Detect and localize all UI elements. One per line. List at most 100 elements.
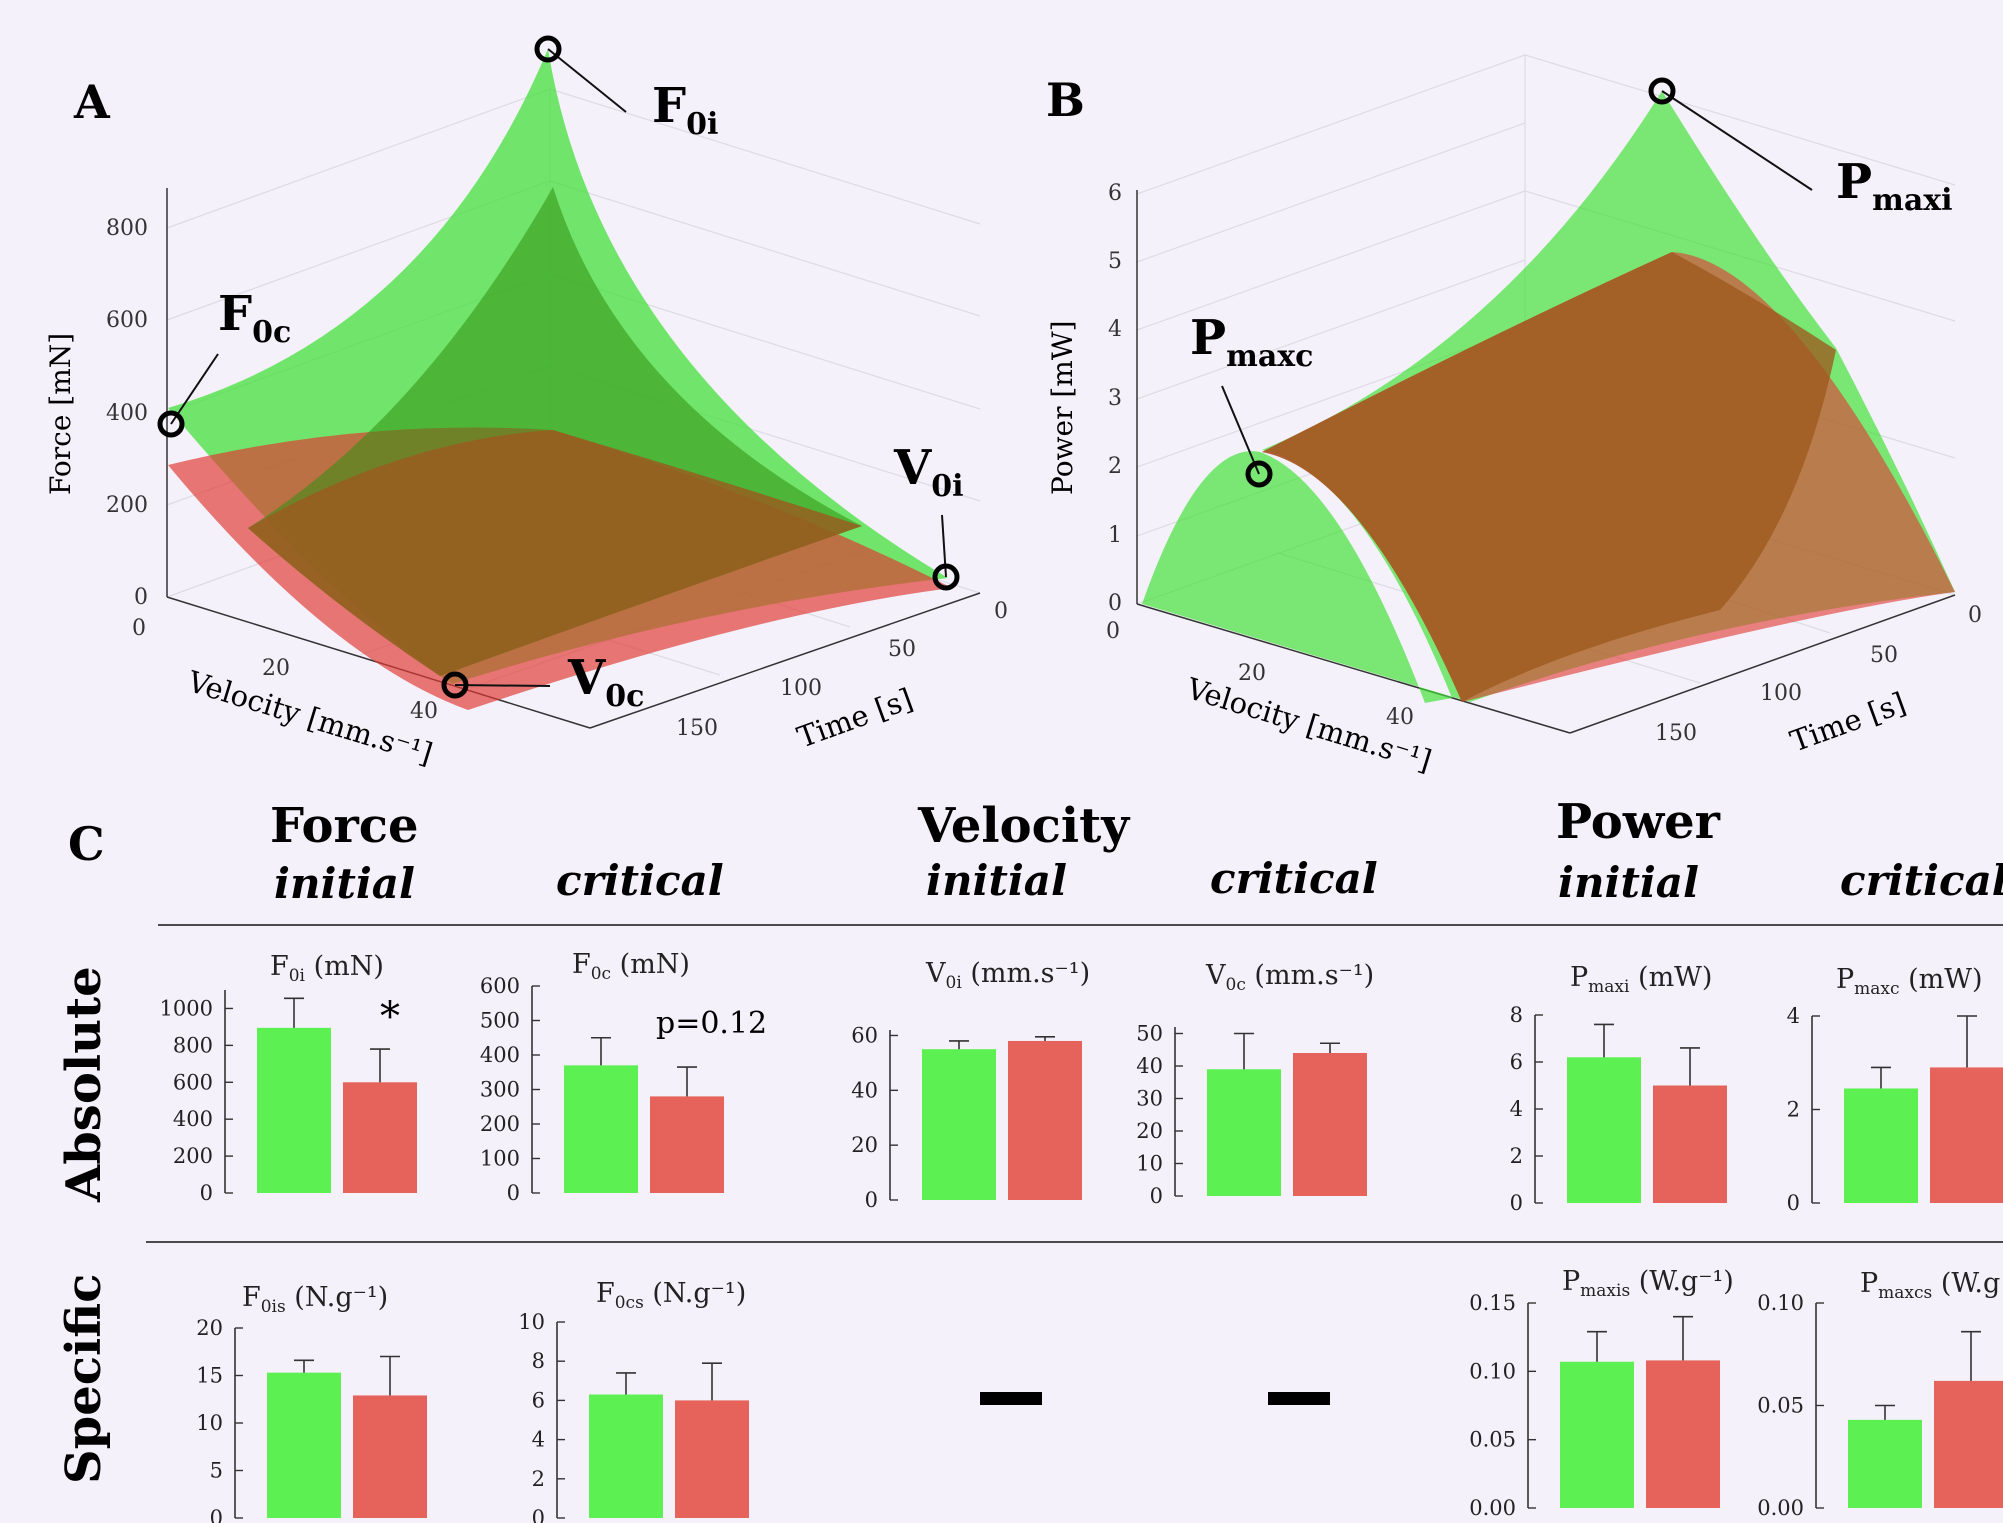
- y-tick-label: 300: [480, 1078, 520, 1102]
- panel-b-ylabel: Time [s]: [1786, 686, 1910, 759]
- header-velocity: Velocity: [917, 798, 1131, 854]
- y-tick-0: 0: [994, 599, 1008, 624]
- header-force-critical: critical: [556, 856, 724, 905]
- row-label-absolute: Absolute: [56, 966, 112, 1203]
- y-tick-label: 0.00: [1757, 1496, 1804, 1520]
- bar-critical: [353, 1395, 427, 1518]
- y-tick-label: 0.05: [1469, 1428, 1516, 1452]
- y-tick-label: 0: [1787, 1191, 1800, 1215]
- header-velocity-initial: initial: [926, 856, 1067, 905]
- header-force: Force: [270, 798, 419, 854]
- y-tick-label: 0: [200, 1181, 213, 1205]
- panel-a-z-ticks: 0 200 400 600 800: [106, 216, 148, 610]
- z-tick-1: 1: [1108, 523, 1122, 548]
- bar-critical: [675, 1400, 749, 1518]
- marker-pmaxi: [1648, 77, 1676, 105]
- header-velocity-critical: critical: [1210, 854, 1378, 903]
- y-tick-label: 0.15: [1469, 1291, 1516, 1315]
- annotation-f0c: F0c: [218, 286, 291, 350]
- bar-critical: [1653, 1085, 1727, 1203]
- y-tick-label: 10: [196, 1411, 223, 1435]
- y-tick-label: 60: [851, 1023, 878, 1047]
- panel-c: C Force initial critical Velocity initia…: [56, 794, 2003, 1523]
- y-tick-label: 0.05: [1757, 1394, 1804, 1418]
- bar-initial: [564, 1065, 638, 1193]
- y-tick-label: 800: [173, 1033, 213, 1057]
- bar-critical: [1293, 1053, 1367, 1196]
- y-tick-label: 500: [480, 1009, 520, 1033]
- bar-chart-title: V0i (mm.s⁻¹): [925, 958, 1090, 993]
- z-tick-4: 4: [1108, 317, 1122, 342]
- y-tick-label: 0.10: [1757, 1291, 1804, 1315]
- y-tick-label: 2: [1510, 1144, 1523, 1168]
- y-tick-label: 8: [532, 1349, 545, 1373]
- panel-b-surfaces: [1142, 91, 1955, 703]
- y-tick-label: 6: [1510, 1050, 1523, 1074]
- y-tick-label: 6: [532, 1388, 545, 1412]
- y-tick-label: 0: [507, 1181, 520, 1205]
- y-tick-label: 30: [1136, 1087, 1163, 1111]
- annotation-f0i: F0i: [652, 78, 718, 142]
- y-tick-label: 400: [173, 1107, 213, 1131]
- panel-b-callouts: [1221, 90, 1813, 475]
- y-tick-label: 2: [532, 1467, 545, 1491]
- group-headers: Force initial critical Velocity initial …: [270, 794, 2003, 908]
- panel-a-markers: [157, 35, 960, 699]
- header-power-initial: initial: [1558, 858, 1699, 907]
- marker-f0i: [534, 35, 562, 63]
- x-tick-0: 0: [132, 616, 146, 641]
- velocity-initial-specific-dash: [980, 1392, 1042, 1405]
- y-tick-label: 40: [1136, 1054, 1163, 1078]
- y-tick-label: 5: [210, 1459, 223, 1483]
- y-tick-label: 0.10: [1469, 1359, 1516, 1383]
- panel-a-xlabel: Velocity [mm.s⁻¹]: [183, 664, 436, 771]
- bar-initial: [1567, 1057, 1641, 1203]
- header-power: Power: [1556, 794, 1721, 850]
- y-tick-label: 0: [1150, 1184, 1163, 1208]
- bar-initial: [1844, 1088, 1918, 1203]
- panel-a-letter: A: [73, 75, 111, 129]
- y-tick-label: 15: [196, 1364, 223, 1388]
- bar-chart-pmaxi: 0 2 4 6 8 Pmaxi (mW): [1510, 962, 1727, 1215]
- marker-pmaxc: [1245, 460, 1273, 488]
- annotation-pmaxc: Pmaxc: [1190, 310, 1313, 374]
- x-tick-0: 0: [1106, 619, 1120, 644]
- y-tick-label: 600: [173, 1070, 213, 1094]
- bar-initial: [1848, 1419, 1922, 1508]
- panel-b-x-ticks: 0 20 40: [1106, 619, 1414, 730]
- bar-initial: [922, 1049, 996, 1200]
- z-tick-2: 2: [1108, 454, 1122, 479]
- y-tick-50: 50: [1870, 643, 1898, 668]
- y-tick-label: 4: [1787, 1004, 1800, 1028]
- panel-b-z-ticks: 0 1 2 3 4 5 6: [1108, 181, 1122, 616]
- velocity-critical-specific-dash: [1268, 1392, 1330, 1405]
- bar-critical: [1646, 1360, 1720, 1508]
- bar-chart-f0is: 0 5 10 15 20 F0is (N.g⁻¹): [196, 1282, 427, 1523]
- bar-chart-title: Pmaxis (W.g⁻¹): [1562, 1266, 1734, 1301]
- bar-critical: [1930, 1067, 2003, 1203]
- z-tick-6: 6: [1108, 181, 1122, 206]
- y-tick-label: 8: [1510, 1003, 1523, 1027]
- panel-a: A: [44, 35, 1008, 771]
- annotation-v0c: V0c: [567, 650, 644, 714]
- y-tick-label: 0: [210, 1506, 223, 1523]
- annotation-pmaxi: Pmaxi: [1836, 154, 1953, 218]
- annotation-v0i: V0i: [893, 440, 964, 504]
- x-tick-40: 40: [410, 699, 438, 724]
- marker-v0i: [932, 563, 960, 591]
- bar-critical: [1934, 1380, 2003, 1508]
- y-tick-label: 100: [480, 1147, 520, 1171]
- bar-chart-pmaxis: 0.00 0.05 0.10 0.15 Pmaxis (W.g⁻¹): [1469, 1266, 1734, 1520]
- y-tick-label: 400: [480, 1043, 520, 1067]
- y-tick-label: 1000: [160, 996, 213, 1020]
- bar-chart-title: Pmaxc (mW): [1836, 964, 1983, 999]
- bar-chart-pmaxc: 0 2 4 Pmaxc (mW): [1787, 964, 2003, 1215]
- bar-chart-f0i: 0 200 400 600 800 1000 F0i (mN): [160, 951, 417, 1205]
- y-tick-label: 600: [480, 974, 520, 998]
- y-tick-label: 40: [851, 1078, 878, 1102]
- x-tick-40: 40: [1386, 705, 1414, 730]
- bar-chart-pmaxcs: 0.00 0.05 0.10 Pmaxcs (W.g: [1757, 1268, 2003, 1520]
- y-tick-label: 0: [865, 1188, 878, 1212]
- y-tick-label: 200: [173, 1144, 213, 1168]
